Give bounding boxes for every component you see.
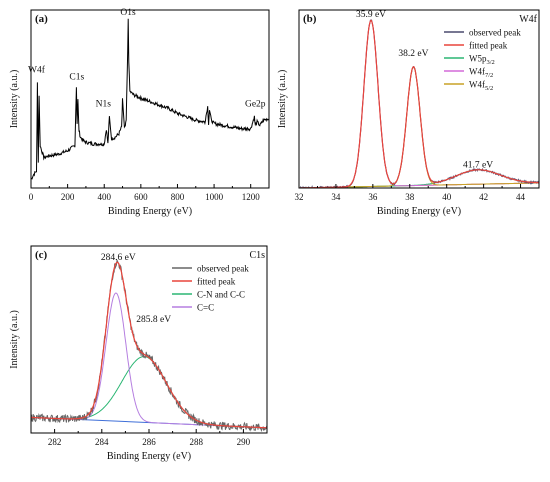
peak-annotation: 38.2 eV [398,49,428,59]
y-axis-label: Intensity (a.u.) [9,70,20,129]
x-tick-label: 284 [95,437,109,447]
peak-annotation: O1s [120,8,136,18]
x-axis-label: Binding Energy (eV) [108,206,192,217]
x-tick-label: 286 [142,437,156,447]
component-peak-line [31,356,267,429]
peak-annotation: N1s [96,100,112,110]
panel-label: (b) [303,13,317,25]
x-tick-label: 600 [134,192,148,202]
plot-area-b [299,19,539,188]
component-peak-line [299,66,539,188]
x-tick-label: 38 [405,192,415,202]
x-tick-label: 282 [48,437,62,447]
x-tick-label: 1000 [205,192,224,202]
x-tick-label: 0 [29,192,34,202]
peak-annotation: C1s [69,73,84,83]
panel-a: 0 200 400 600 800 1000 1200 Binding Energy (eV)… [9,8,270,217]
x-tick-label: 800 [171,192,185,202]
element-label: C1s [249,250,265,261]
panel-b: 32 34 36 38 40 42 44 Binding Energy (eV) Intensi… [277,9,540,217]
survey-series-line [31,18,269,180]
fitted-peak-line [31,261,267,429]
legend-entry: W4f7/2 [469,67,493,80]
element-label: W4f [519,14,537,25]
panel-label: (c) [35,249,48,261]
x-tick-label: 200 [61,192,75,202]
legend-entry: fitted peak [469,41,508,51]
component-peak-line [31,292,267,429]
panel-c: 282 284 286 288 290 Binding Energy (eV) Intens… [9,245,268,462]
axes-frame-a [30,9,270,189]
legend-b: observed peak fitted peak W5p3/2W4f7/2W4f5… [444,28,521,93]
x-tick-label: 400 [97,192,111,202]
y-axis-label: Intensity (a.u.) [9,310,20,369]
x-tick-label: 42 [479,192,488,202]
legend-entry: C-N and C-C [197,290,245,300]
axes-frame-c [30,245,268,434]
plot-area-c [31,258,267,433]
x-tick-label: 44 [516,192,526,202]
legend-entry: W5p3/2 [469,54,495,67]
legend-c: observed peak fitted peak C-N and C-C C=C [172,264,249,313]
peak-annotation: 41.7 eV [463,161,493,171]
legend-entry: observed peak [469,28,521,38]
x-tick-label: 1200 [242,192,261,202]
peak-annotation: 35.9 eV [356,10,386,20]
peak-annotation: W4f [28,65,46,76]
x-tick-label: 36 [368,192,378,202]
peak-annotation: 285.8 eV [136,315,171,325]
y-axis-label: Intensity (a.u.) [277,70,288,129]
x-tick-label: 34 [331,192,341,202]
x-axis-label: Binding Energy (eV) [107,451,191,462]
x-axis-label: Binding Energy (eV) [377,206,461,217]
legend-entry: C=C [197,303,214,313]
peak-annotation: Ge2p [245,100,266,110]
legend-entry: W4f5/2 [469,80,493,93]
legend-entry: observed peak [197,264,249,274]
x-tick-label: 40 [442,192,452,202]
axes-frame-b [298,9,540,189]
fitted-peak-line [299,19,539,188]
panel-label: (a) [35,13,48,25]
peak-annotation: 284.6 eV [101,253,136,263]
legend-entry: fitted peak [197,277,236,287]
x-tick-label: 32 [295,192,304,202]
x-tick-label: 288 [189,437,203,447]
plot-area-a [31,18,269,180]
x-tick-label: 290 [237,437,251,447]
